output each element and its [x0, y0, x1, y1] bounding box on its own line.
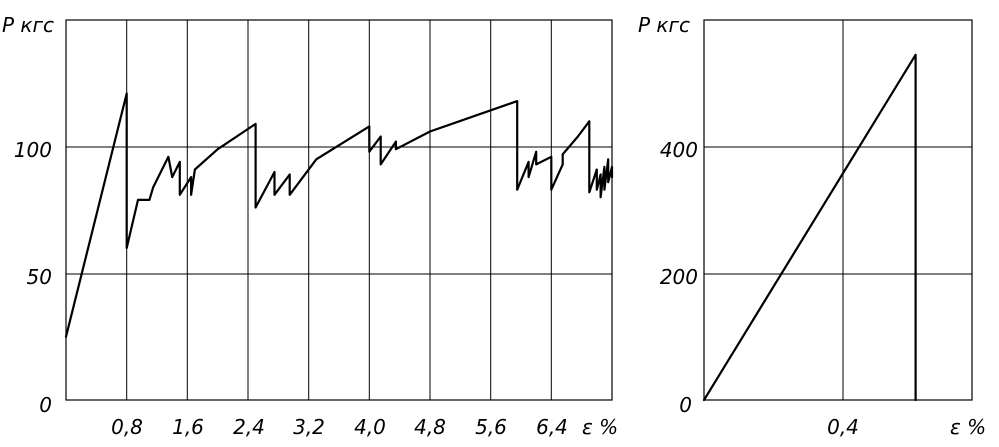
left-y-axis-title: P кгс	[2, 13, 54, 37]
left-x-tick-5-6: 5,6	[475, 415, 507, 439]
right-y-axis-title: P кгс	[638, 13, 690, 37]
right-plot-frame	[703, 19, 973, 401]
right-series-line	[702, 53, 917, 402]
left-x-tick-1-6: 1,6	[172, 415, 204, 439]
left-chart: P кгс 100 50 0 0,8 1,6 2,4 3,2 4,0 4,8 5…	[2, 13, 618, 439]
right-chart: P кгс 400 200 0 0,4 ε %	[638, 13, 986, 439]
left-x-tick-4-0: 4,0	[354, 415, 386, 439]
left-y-tick-100: 100	[14, 138, 52, 162]
left-x-tick-0-8: 0,8	[111, 415, 143, 439]
left-x-tick-2-4: 2,4	[233, 415, 265, 439]
left-x-tick-6-4: 6,4	[536, 415, 568, 439]
right-y-tick-400: 400	[660, 138, 698, 162]
left-plot-frame	[65, 19, 613, 401]
left-series-line	[64, 92, 614, 338]
left-y-tick-0: 0	[39, 393, 52, 417]
right-x-axis-title: ε %	[950, 415, 986, 439]
left-y-tick-50: 50	[27, 265, 52, 289]
left-v-gridlines	[126, 20, 552, 400]
left-x-axis-title: ε %	[582, 415, 618, 439]
right-x-tick-0-4: 0,4	[827, 415, 859, 439]
right-y-tick-0: 0	[679, 393, 692, 417]
left-x-tick-3-2: 3,2	[293, 415, 325, 439]
right-y-tick-200: 200	[660, 265, 698, 289]
left-x-tick-4-8: 4,8	[414, 415, 446, 439]
